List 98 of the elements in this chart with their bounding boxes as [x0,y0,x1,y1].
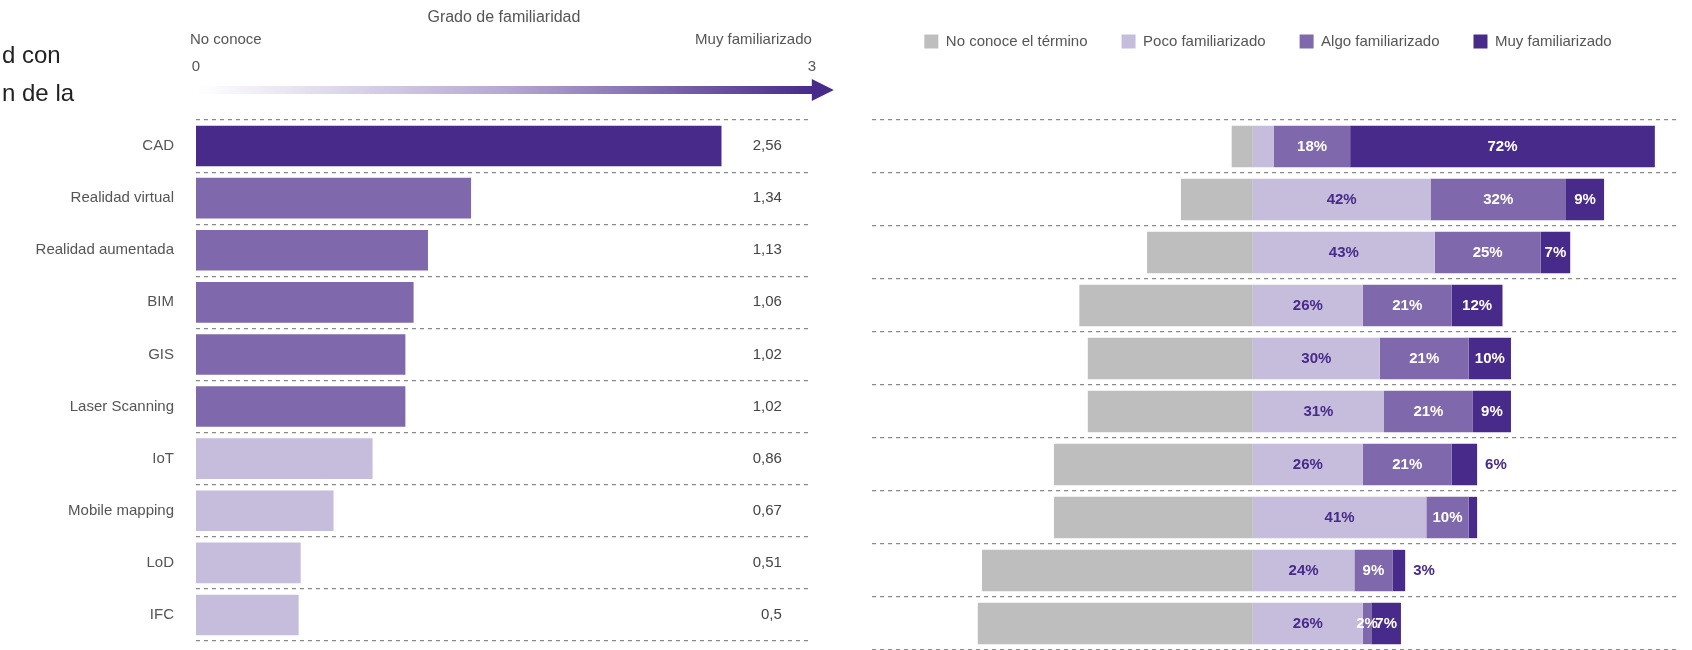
y-tick-label: Mobile mapping [68,500,174,518]
bar [1053,496,1253,539]
bar [1252,178,1431,221]
bar [1362,284,1452,327]
bar [1087,390,1253,433]
data-label: 18% [1297,136,1328,154]
data-label: 1,02 [752,396,782,414]
data-label: 3% [1413,560,1435,578]
bar [1053,443,1253,486]
bar [1087,337,1253,380]
bar [1451,443,1478,486]
bar [1430,178,1566,221]
bar [196,229,428,271]
data-label: 25% [1472,242,1503,260]
x-axis-title: Grado de familiaridad [427,8,581,26]
data-label: 6% [1485,454,1507,472]
data-label: 21% [1413,401,1444,419]
bar [1350,125,1655,168]
bar [982,549,1253,592]
data-label: 9% [1574,189,1596,207]
data-label: 43% [1328,242,1359,260]
bar [196,125,722,167]
bar [1252,125,1274,168]
y-tick-label: IFC [149,605,175,623]
data-label: 9% [1481,401,1503,419]
bar [196,542,301,584]
bar [1362,443,1452,486]
data-label: 1,34 [752,188,782,206]
data-label: 1,02 [752,344,782,362]
data-label: 7% [1544,242,1567,260]
bar [977,602,1253,645]
bar [1274,125,1351,168]
y-tick-label: IoT [152,448,174,466]
data-label: 7% [1375,613,1397,631]
data-label: 0,5 [760,605,782,623]
data-label: 41% [1324,507,1355,525]
data-label: 42% [1326,189,1357,207]
legend-label: Poco familiarizado [1143,31,1266,49]
data-label: 9% [1362,560,1385,578]
data-label: 0,51 [752,552,782,570]
y-tick-label: Realidad aumentada [35,240,175,258]
data-label: 2,56 [752,136,782,154]
bar [1147,231,1253,274]
bar [1079,284,1253,327]
bar [1180,178,1253,221]
bar [196,334,406,375]
bar [1451,284,1503,327]
bar [196,594,299,636]
legend-label: Muy familiarizado [1494,31,1612,49]
data-label: 26% [1292,454,1323,472]
data-label: 12% [1462,295,1493,313]
bar [1384,390,1473,433]
legend-label: No conoce el término [945,31,1088,49]
data-label: 10% [1432,507,1463,525]
data-label: 10% [1474,348,1505,366]
bar [196,386,406,427]
bar [1252,231,1435,274]
data-label: 1,06 [752,292,782,310]
data-label: 32% [1483,189,1514,207]
text: No conoce [190,30,262,48]
data-label: 21% [1409,348,1440,366]
bar [196,177,472,219]
data-label: 30% [1301,348,1332,366]
bar [1252,443,1363,486]
bar [1252,284,1363,327]
bar [1252,390,1385,433]
bar [1468,496,1478,539]
data-label: 1,13 [752,240,782,258]
x-tick-label: 3 [807,57,816,75]
y-tick-label: Laser Scanning [69,396,174,414]
chart-title: d con n de la [2,40,75,106]
x-tick-label: 0 [191,57,201,75]
data-label: 31% [1303,401,1334,419]
data-label: 21% [1392,295,1423,313]
y-tick-label: GIS [148,344,174,362]
data-label: 0,67 [752,500,782,518]
data-label: 72% [1487,136,1518,154]
bar [1252,496,1427,539]
bar [1252,337,1380,380]
y-tick-label: LoD [146,552,175,570]
bar [1392,549,1406,592]
bar [1434,231,1541,274]
bar [1252,549,1355,592]
y-tick-label: Realidad virtual [70,188,174,206]
legend-label: Algo familiarizado [1321,31,1440,49]
data-label: 21% [1392,454,1423,472]
text: Muy familiarizado [695,30,812,48]
data-label: 24% [1288,560,1319,578]
y-tick-label: CAD [142,136,175,154]
data-label: 26% [1292,613,1323,631]
bar [1231,125,1253,168]
y-tick-label: BIM [147,292,174,310]
bar [196,490,334,532]
data-label: 26% [1292,295,1323,313]
data-label: 0,86 [752,448,782,466]
bar [196,438,373,479]
bar [196,282,414,323]
bar [1379,337,1469,380]
